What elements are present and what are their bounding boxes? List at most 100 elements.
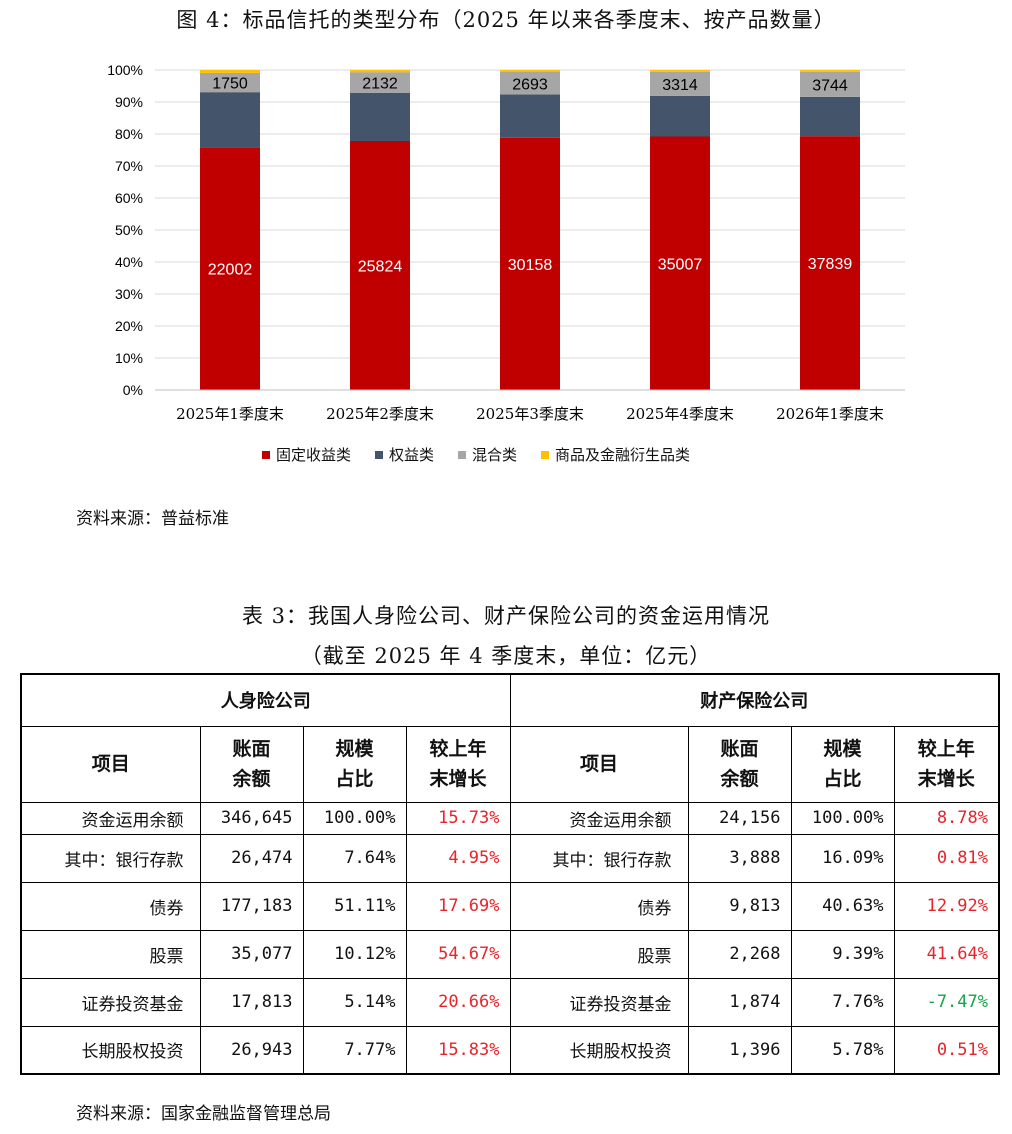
figure-source: 资料来源：普益标准 <box>76 509 229 529</box>
x-tick-label: 2026年1季度末 <box>776 405 884 423</box>
bar-segment <box>200 72 260 93</box>
group-header-life: 人身险公司 <box>20 673 511 727</box>
row-label: 债券 <box>509 881 689 931</box>
header-text: 规模 <box>823 738 862 760</box>
header-text: 账面 <box>720 738 759 760</box>
legend-swatch <box>541 450 550 459</box>
bar-segment <box>800 136 860 390</box>
header-text: 账面 <box>232 738 271 760</box>
header-text: 较上年 <box>917 738 975 760</box>
data-label: 2132 <box>362 75 398 92</box>
cell-growth: 17.69% <box>405 881 511 931</box>
data-label: 1750 <box>212 76 248 93</box>
col-header-item: 项目 <box>20 725 201 803</box>
table-row: 债券 177,183 51.11% 17.69% 债券 9,813 40.63%… <box>20 881 1000 931</box>
y-tick-label: 60% <box>115 190 143 206</box>
bar-segment <box>500 137 560 390</box>
bar-segment <box>350 140 410 390</box>
chart-legend: 固定收益类 权益类 混合类 商品及金融衍生品类 <box>262 444 690 465</box>
data-label: 37839 <box>808 256 853 273</box>
cell-balance: 26,943 <box>199 1025 304 1075</box>
header-text: 余额 <box>232 768 271 790</box>
x-tick-label: 2025年1季度末 <box>176 405 284 423</box>
x-tick-label: 2025年2季度末 <box>326 405 434 423</box>
cell-growth: 8.78% <box>893 801 1000 835</box>
row-label: 长期股权投资 <box>20 1025 201 1075</box>
col-header-balance: 账面 余额 <box>199 725 304 803</box>
col-header-growth: 较上年 末增长 <box>893 725 1000 803</box>
row-label: 资金运用余额 <box>509 801 689 835</box>
cell-balance: 346,645 <box>199 801 304 835</box>
bar-segment <box>650 70 710 72</box>
legend-label: 混合类 <box>472 446 518 464</box>
row-label: 其中：银行存款 <box>20 833 201 883</box>
insurance-fund-table: 人身险公司 财产保险公司 项目 账面 余额 规模 占比 较上年 末增长 项目 账面 余额… <box>20 673 1000 1075</box>
cell-share: 51.11% <box>302 881 407 931</box>
y-tick-label: 100% <box>107 62 143 78</box>
header-text: 较上年 <box>429 738 487 760</box>
bar-segment <box>200 92 260 148</box>
bar-segment <box>350 92 410 141</box>
bar-segment <box>650 95 710 137</box>
table-subtitle: （截至 2025 年 4 季度末，单位：亿元） <box>300 644 712 668</box>
cell-growth: 20.66% <box>405 977 511 1027</box>
bar-segment <box>350 70 410 73</box>
cell-balance: 1,396 <box>687 1025 792 1075</box>
cell-growth: 15.73% <box>405 801 511 835</box>
y-tick-label: 0% <box>123 382 143 398</box>
row-label: 证券投资基金 <box>509 977 689 1027</box>
row-label: 债券 <box>20 881 201 931</box>
cell-balance: 26,474 <box>199 833 304 883</box>
bar-segment <box>650 136 710 390</box>
legend-label: 固定收益类 <box>276 446 352 464</box>
cell-balance: 177,183 <box>199 881 304 931</box>
cell-share: 5.78% <box>790 1025 895 1075</box>
data-label: 22002 <box>208 262 253 279</box>
cell-share: 9.39% <box>790 929 895 979</box>
legend-item-equity: 权益类 <box>375 444 434 465</box>
row-label: 股票 <box>20 929 201 979</box>
stacked-bar-chart: 0% 10% 20% 30% 40% 50% 60% 70% 80% 90% 100% 22002 17… <box>107 62 905 423</box>
cell-growth: 0.81% <box>893 833 1000 883</box>
row-label: 其中：银行存款 <box>509 833 689 883</box>
data-label: 3744 <box>812 77 848 94</box>
cell-balance: 1,874 <box>687 977 792 1027</box>
legend-label: 商品及金融衍生品类 <box>555 446 691 464</box>
y-tick-label: 90% <box>115 94 143 110</box>
bar-segment <box>800 71 860 97</box>
cell-balance: 3,888 <box>687 833 792 883</box>
cell-growth: 41.64% <box>893 929 1000 979</box>
header-text: 余额 <box>720 768 759 790</box>
col-header-share: 规模 占比 <box>302 725 407 803</box>
legend-swatch <box>375 450 384 459</box>
data-label: 3314 <box>662 77 698 94</box>
cell-growth: 54.67% <box>405 929 511 979</box>
header-text: 占比 <box>335 768 374 790</box>
figure-title: 图 4：标品信托的类型分布（2025 年以来各季度末、按产品数量） <box>176 8 836 32</box>
row-label: 长期股权投资 <box>509 1025 689 1075</box>
data-label: 2693 <box>512 76 548 93</box>
x-tick-label: 2025年4季度末 <box>626 405 734 423</box>
group-header-property: 财产保险公司 <box>509 673 1000 727</box>
header-text: 项目 <box>91 753 130 775</box>
header-text: 占比 <box>823 768 862 790</box>
bar-segment <box>800 96 860 137</box>
legend-label: 权益类 <box>389 446 435 464</box>
table-title: 表 3：我国人身险公司、财产保险公司的资金运用情况 <box>241 604 771 628</box>
y-tick-label: 70% <box>115 158 143 174</box>
y-tick-label: 80% <box>115 126 143 142</box>
row-label: 资金运用余额 <box>20 801 201 835</box>
table-source: 资料来源：国家金融监督管理总局 <box>76 1104 331 1124</box>
row-label: 股票 <box>509 929 689 979</box>
cell-share: 100.00% <box>302 801 407 835</box>
header-text: 项目 <box>579 753 618 775</box>
col-header-item: 项目 <box>509 725 689 803</box>
cell-balance: 9,813 <box>687 881 792 931</box>
legend-item-fixed-income: 固定收益类 <box>262 444 351 465</box>
y-tick-label: 20% <box>115 318 143 334</box>
table-row: 长期股权投资 26,943 7.77% 15.83% 长期股权投资 1,396 … <box>20 1025 1000 1075</box>
cell-growth: -7.47% <box>893 977 1000 1027</box>
bar-segment <box>650 71 710 96</box>
header-text: 末增长 <box>917 768 975 790</box>
col-header-growth: 较上年 末增长 <box>405 725 511 803</box>
